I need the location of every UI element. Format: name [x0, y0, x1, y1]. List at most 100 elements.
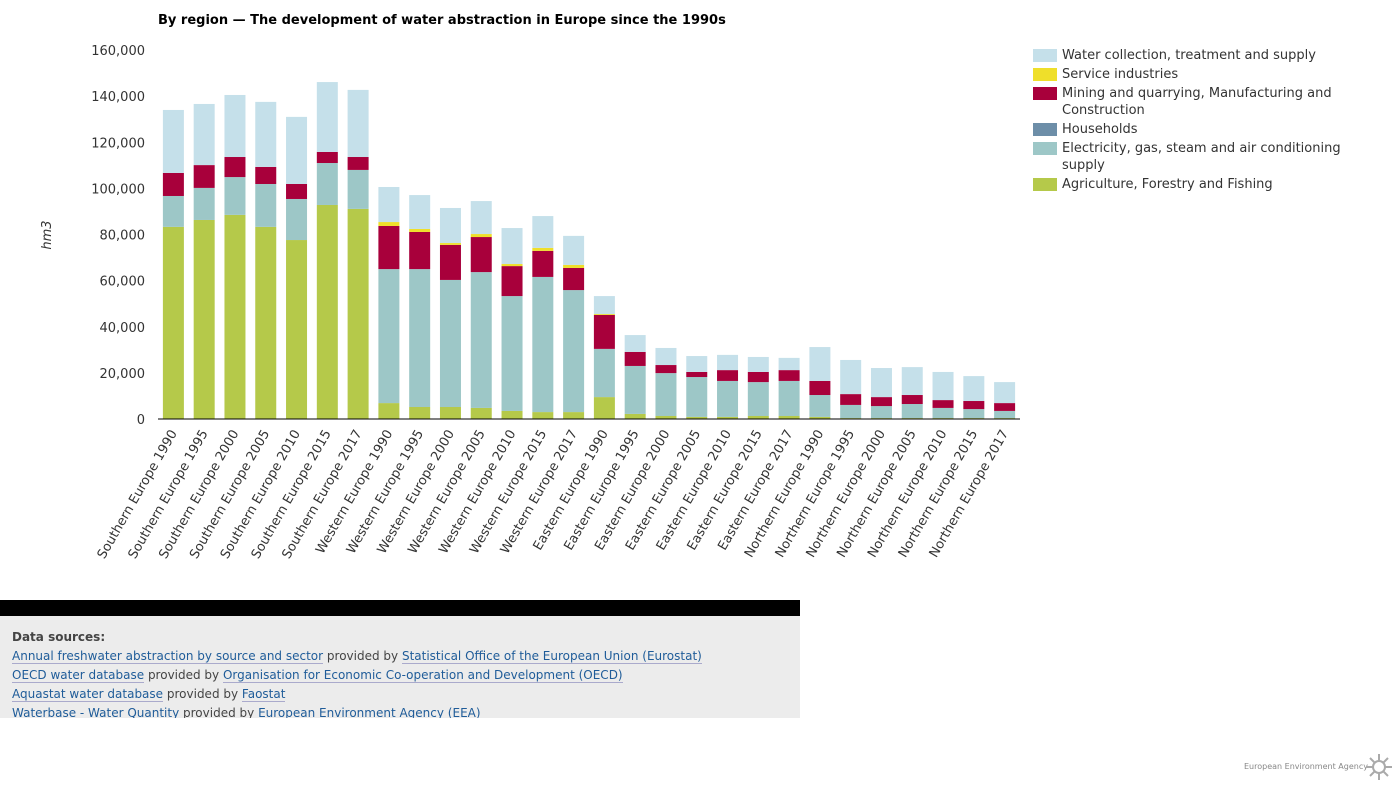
bar-segment: [255, 226, 277, 419]
bar-segment: [470, 407, 492, 419]
bar-segment: [378, 225, 400, 270]
provider-link[interactable]: Organisation for Economic Co-operation a…: [222, 668, 623, 683]
bar-segment: [963, 409, 985, 419]
bar-segment: [778, 370, 800, 381]
bar-segment: [686, 377, 708, 417]
bar-segment: [409, 231, 431, 270]
chart: By region — The development of water abs…: [40, 13, 1020, 562]
bar-segment: [563, 264, 585, 268]
y-tick-label: 140,000: [91, 90, 145, 105]
bar-segment: [347, 208, 369, 419]
bar-segment: [840, 359, 862, 395]
bar-segment: [563, 267, 585, 291]
bar-segment: [439, 244, 461, 280]
legend-label: Agriculture, Forestry and Fishing: [1062, 177, 1273, 192]
bar-segment: [563, 235, 585, 265]
logo: European Environment Agency: [1244, 754, 1392, 780]
legend: Water collection, treatment and supply Se…: [1033, 47, 1383, 195]
bar-segment: [747, 356, 769, 372]
connector: provided by: [183, 706, 255, 718]
bar-segment: [224, 94, 246, 158]
legend-swatch: [1033, 123, 1057, 136]
bar-segment: [347, 157, 369, 170]
bar-segment: [501, 296, 523, 411]
bar-segment: [316, 204, 338, 419]
legend-swatch: [1033, 178, 1057, 191]
dataset-link[interactable]: OECD water database: [12, 668, 145, 683]
bar-segment: [686, 356, 708, 372]
bar-segment: [470, 234, 492, 238]
bar-segment: [378, 269, 400, 404]
bar-segment: [501, 264, 523, 267]
dataset-link[interactable]: Waterbase - Water Quantity: [12, 706, 180, 718]
logo-text: European Environment Agency: [1244, 762, 1368, 771]
bar-segment: [224, 177, 246, 215]
bar-segment: [624, 413, 646, 419]
bar-segment: [439, 207, 461, 244]
legend-item: Agriculture, Forestry and Fishing: [1033, 176, 1383, 193]
bar-segment: [655, 416, 677, 419]
bar-segment: [717, 354, 739, 371]
bar-segment: [717, 416, 739, 419]
bar-segment: [193, 103, 215, 166]
legend-label: Mining and quarrying, Manufacturing and …: [1062, 86, 1332, 118]
legend-label: Households: [1062, 122, 1138, 137]
dataset-link[interactable]: Aquastat water database: [12, 687, 164, 702]
legend-item: Electricity, gas, steam and air conditio…: [1033, 140, 1383, 174]
bar-segment: [409, 195, 431, 229]
bar-segment: [347, 169, 369, 209]
footer: Data sources: Annual freshwater abstract…: [0, 616, 800, 718]
y-tick-label: 60,000: [100, 275, 146, 290]
bar-segment: [501, 228, 523, 265]
provider-link[interactable]: European Environment Agency (EEA): [258, 706, 481, 718]
footer-bar: [0, 600, 800, 616]
bar-segment: [809, 347, 831, 381]
bar-segment: [162, 195, 184, 227]
bar-segment: [840, 394, 862, 405]
legend-item: Water collection, treatment and supply: [1033, 47, 1383, 64]
bar-segment: [162, 109, 184, 173]
bar-segment: [747, 371, 769, 383]
bar-segment: [193, 219, 215, 419]
legend-swatch: [1033, 142, 1057, 155]
y-tick-label: 80,000: [100, 229, 146, 244]
provider-link[interactable]: Statistical Office of the European Union…: [401, 649, 702, 664]
source-line: OECD water database provided by Organisa…: [12, 666, 788, 685]
bar-segment: [224, 214, 246, 419]
connector: provided by: [326, 649, 399, 663]
bar-segment: [901, 404, 923, 419]
dataset-link[interactable]: Annual freshwater abstraction by source …: [12, 649, 324, 664]
bar-segment: [378, 403, 400, 419]
bar-segment: [255, 183, 277, 227]
provider-link[interactable]: Faostat: [241, 687, 286, 702]
source-line: Waterbase - Water Quantity provided by E…: [12, 704, 788, 718]
legend-item: Households: [1033, 121, 1383, 138]
bar-segment: [563, 412, 585, 419]
bar-segment: [286, 183, 308, 199]
bar-segment: [162, 172, 184, 196]
bar-segment: [286, 198, 308, 241]
legend-item: Mining and quarrying, Manufacturing and …: [1033, 85, 1383, 119]
bar-segment: [932, 407, 954, 419]
bar-segment: [624, 351, 646, 366]
bar-segment: [532, 412, 554, 419]
bar-segment: [470, 272, 492, 408]
bar-segment: [563, 290, 585, 413]
bar-segment: [994, 410, 1016, 419]
bar-segment: [809, 380, 831, 396]
bar-segment: [655, 347, 677, 366]
bar-segment: [162, 226, 184, 419]
bar-segment: [809, 416, 831, 419]
bar-segment: [717, 370, 739, 381]
bar-segment: [655, 365, 677, 374]
y-tick-label: 0: [137, 413, 145, 428]
bar-segment: [655, 373, 677, 417]
y-tick-label: 40,000: [100, 321, 146, 336]
bar-segment: [593, 397, 615, 419]
bar-segment: [870, 368, 892, 398]
bar-segment: [778, 416, 800, 419]
bar-segment: [439, 407, 461, 419]
bar-segment: [593, 314, 615, 315]
bar-segment: [532, 247, 554, 251]
